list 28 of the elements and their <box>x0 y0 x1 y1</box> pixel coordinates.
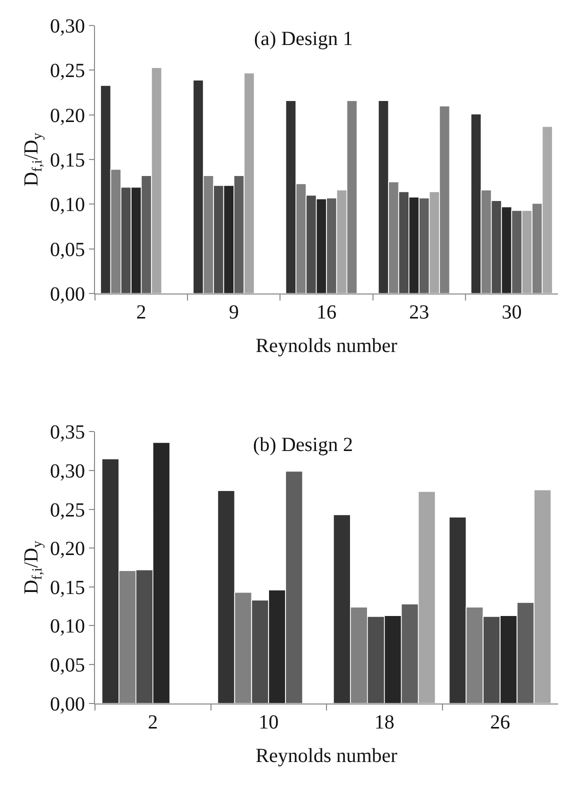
y-tick-label: 0,15 <box>50 576 85 599</box>
y-tick-label: 0,05 <box>50 654 85 677</box>
y-tick-label: 0,10 <box>50 616 85 638</box>
x-tick-label: 2 <box>148 711 158 734</box>
y-tick-label: 0,00 <box>50 284 85 306</box>
y-tick-label: 0,20 <box>50 538 85 560</box>
x-tick-label: 23 <box>409 302 430 324</box>
x-tick-label: 10 <box>258 711 279 734</box>
x-tick-label: 18 <box>374 711 394 734</box>
x-tick-label: 2 <box>136 302 146 324</box>
y-tick-label: 0,25 <box>50 499 85 522</box>
x-axis-title: Reynolds number <box>256 744 398 767</box>
chart-title: (a) Design 1 <box>254 28 353 50</box>
y-tick-label: 0,30 <box>50 16 85 38</box>
y-tick-label: 0,35 <box>50 422 85 444</box>
y-tick-label: 0,30 <box>50 460 85 482</box>
x-tick-label: 30 <box>502 302 522 324</box>
y-tick-label: 0,20 <box>50 104 85 127</box>
chart-title: (b) Design 2 <box>253 434 353 456</box>
y-tick-label: 0,25 <box>50 60 85 82</box>
x-tick-label: 9 <box>228 302 239 324</box>
y-tick-label: 0,05 <box>50 238 85 261</box>
x-tick-label: 26 <box>490 711 510 734</box>
y-tick-label: 0,00 <box>50 693 85 716</box>
y-tick-label: 0,10 <box>50 194 85 216</box>
x-tick-label: 16 <box>316 302 336 324</box>
x-axis-title: Reynolds number <box>256 335 398 358</box>
y-tick-label: 0,15 <box>50 150 85 172</box>
